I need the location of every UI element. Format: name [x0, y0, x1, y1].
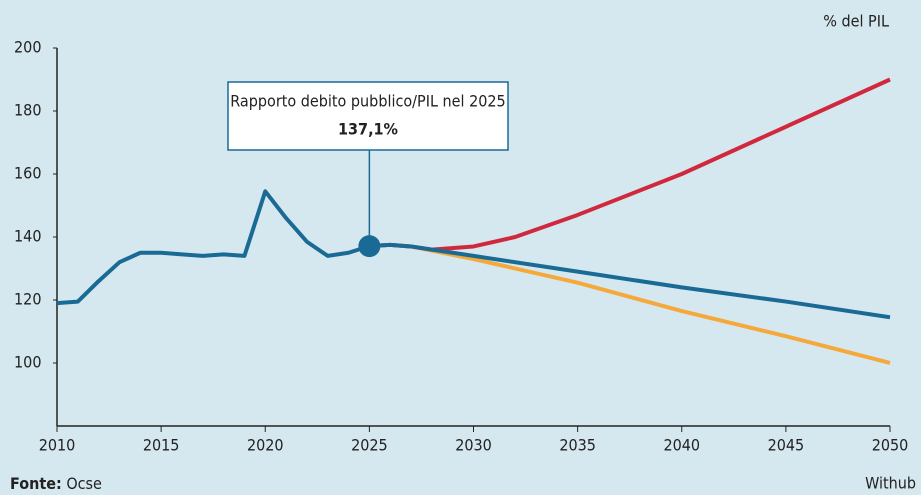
y-tick-label: 140: [14, 227, 41, 246]
source-name: Ocse: [66, 474, 102, 493]
data-line: [56, 189, 891, 320]
annotation-box: [227, 81, 509, 151]
x-tick-label: 2035: [559, 436, 596, 455]
x-tick-label: 2030: [455, 436, 492, 455]
credit: Withub: [865, 474, 916, 493]
x-tick-label: 2045: [768, 436, 805, 455]
x-tick-label: 2020: [247, 436, 284, 455]
y-tick-label: 160: [14, 164, 41, 183]
y-tick-label: 200: [14, 38, 41, 57]
annotation-dot: [358, 235, 381, 258]
y-tick-label: 120: [14, 290, 41, 309]
x-tick-label: 2010: [39, 436, 76, 455]
x-tick-label: 2015: [143, 436, 180, 455]
y-tick-label: 180: [14, 101, 41, 120]
x-tick-label: 2025: [351, 436, 388, 455]
annotation-text: Rapporto debito pubblico/PIL nel 2025: [230, 92, 505, 111]
x-tick-label: 2040: [663, 436, 700, 455]
unit-label: % del PIL: [823, 12, 889, 31]
source-label: Fonte:: [10, 474, 62, 493]
source: Fonte: Ocse: [10, 474, 102, 493]
y-tick-label: 100: [14, 353, 41, 372]
x-tick-label: 2050: [872, 436, 909, 455]
annotation-value: 137,1%: [338, 120, 398, 139]
